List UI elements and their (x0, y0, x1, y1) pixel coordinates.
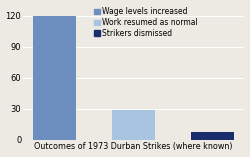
Legend: Wage levels increased, Work resumed as normal, Strikers dismissed: Wage levels increased, Work resumed as n… (93, 7, 199, 38)
X-axis label: Outcomes of 1973 Durban Strikes (where known): Outcomes of 1973 Durban Strikes (where k… (34, 142, 233, 152)
Bar (33, 16, 76, 140)
Bar (112, 110, 155, 140)
Bar (191, 133, 234, 140)
